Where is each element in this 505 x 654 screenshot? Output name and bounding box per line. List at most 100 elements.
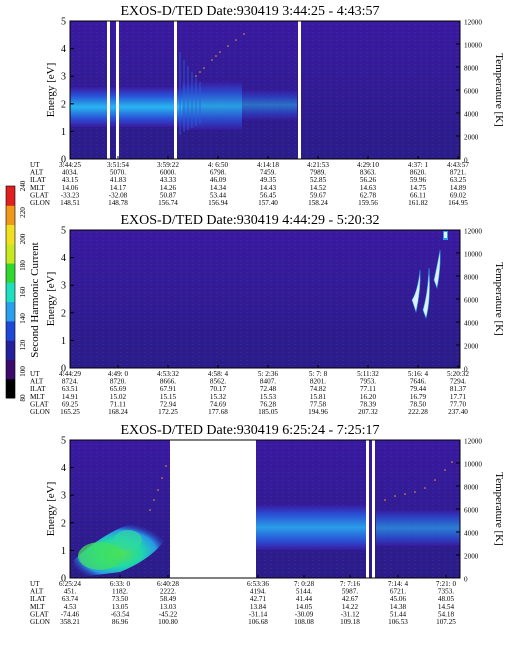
orbit-value: 15.02: [110, 393, 127, 401]
orbit-value: 14.52: [310, 184, 327, 192]
orbit-value: 41.83: [110, 176, 127, 184]
orbit-value: 76.28: [260, 400, 277, 408]
orbit-value: 7953.: [360, 378, 376, 386]
orbit-value: 63.74: [62, 595, 79, 603]
orbit-value: 14.06: [62, 184, 79, 192]
orbit-value: 6798.: [210, 169, 226, 177]
colorbar-tick-label: 200: [19, 233, 27, 244]
orbit-row-label: GLON: [30, 618, 51, 626]
orbit-value: -31.14: [249, 610, 268, 618]
orbit-value: 8620.: [410, 169, 426, 177]
orbit-row-label: MLT: [30, 393, 45, 401]
orbit-value: 156.94: [208, 199, 228, 207]
orbit-value: 69.25: [62, 400, 79, 408]
colorbar-segment: [6, 378, 15, 399]
energy-tick-label: 2: [61, 99, 66, 110]
orbit-value: 451.: [64, 588, 77, 596]
orbit-value: 7989.: [310, 169, 326, 177]
orbit-value: 56.45: [260, 191, 277, 199]
orbit-value: 48.05: [438, 595, 455, 603]
panel-3: EXOS-D/TED Date:930419 6:25:24 - 7:25:17…: [30, 423, 505, 626]
orbit-value: 42.67: [342, 595, 359, 603]
orbit-value: 6:53:36: [247, 580, 269, 588]
orbit-value: -30.09: [295, 610, 314, 618]
orbit-value: 53.44: [210, 191, 227, 199]
orbit-value: 165.25: [60, 408, 80, 416]
orbit-value: 7:21: 0: [436, 580, 457, 588]
orbit-value: 5987.: [342, 588, 358, 596]
orbit-value: 74.82: [310, 385, 327, 393]
orbit-value: 50.87: [160, 191, 177, 199]
orbit-value: 5:16: 4: [408, 370, 429, 378]
temperature-tick-label: 8000: [464, 484, 479, 492]
orbit-value: 5: 7: 8: [309, 370, 328, 378]
orbit-value: 78.39: [360, 400, 377, 408]
orbit-value: 79.44: [410, 385, 427, 393]
temperature-tick-label: 0: [464, 157, 468, 165]
orbit-row-label: UT: [30, 161, 40, 169]
orbit-value: 7:14: 4: [388, 580, 409, 588]
panel-1-gap: [107, 21, 110, 159]
orbit-value: 59.67: [310, 191, 327, 199]
panel-3-gap: [170, 440, 256, 578]
orbit-row-label: UT: [30, 580, 40, 588]
orbit-row-label: UT: [30, 370, 40, 378]
orbit-row-label: GLAT: [30, 191, 49, 199]
orbit-row-label: ALT: [30, 588, 44, 596]
colorbar: 80 100 120 140 160 180 200 220 240 Second Harmon…: [5, 180, 41, 402]
orbit-value: 14.43: [260, 184, 277, 192]
temperature-axis-label: Temperature [K]: [493, 262, 505, 335]
orbit-value: 14.22: [342, 603, 359, 611]
orbit-value: 46.09: [210, 176, 227, 184]
orbit-value: 4:44:29: [59, 370, 81, 378]
energy-tick-label: 0: [61, 364, 66, 375]
temperature-tick-label: 2000: [464, 134, 479, 142]
orbit-value: 222.28: [408, 408, 428, 416]
orbit-value: -63.54: [111, 610, 130, 618]
orbit-value: 177.68: [208, 408, 228, 416]
orbit-value: 158.24: [308, 199, 328, 207]
colorbar-tick-label: 100: [19, 366, 27, 377]
orbit-value: 15.81: [310, 393, 327, 401]
orbit-value: 43.15: [62, 176, 79, 184]
colorbar-segment: [6, 186, 15, 206]
orbit-value: 4034.: [62, 169, 78, 177]
colorbar-segment: [6, 282, 15, 303]
orbit-value: 49.35: [260, 176, 277, 184]
orbit-value: 52.85: [310, 176, 327, 184]
orbit-value: 65.69: [110, 385, 127, 393]
orbit-value: 16.20: [360, 393, 377, 401]
orbit-value: 4:49: 0: [108, 370, 129, 378]
temperature-tick-label: 12000: [464, 438, 482, 446]
energy-tick-label: 5: [61, 226, 66, 237]
orbit-value: 3:44:25: [59, 161, 81, 169]
orbit-value: 42.71: [250, 595, 267, 603]
temperature-tick-label: 12000: [464, 228, 482, 236]
orbit-row-label: ILAT: [30, 176, 46, 184]
orbit-value: 74.69: [210, 400, 227, 408]
orbit-value: 56.26: [360, 176, 377, 184]
energy-tick-label: 1: [61, 127, 66, 138]
orbit-value: 72.94: [160, 400, 177, 408]
orbit-value: 77.58: [310, 400, 327, 408]
orbit-value: 41.44: [296, 595, 313, 603]
orbit-value: 172.25: [158, 408, 178, 416]
orbit-value: 13.84: [250, 603, 267, 611]
energy-tick-label: 0: [61, 155, 66, 166]
panel-2-streaks: [411, 231, 448, 319]
orbit-value: 1182.: [112, 588, 128, 596]
orbit-value: 63.51: [62, 385, 79, 393]
orbit-value: 77.11: [360, 385, 376, 393]
temperature-tick-label: 6000: [464, 88, 479, 96]
colorbar-segment: [6, 359, 15, 380]
orbit-value: 14.26: [160, 184, 177, 192]
orbit-value: 8407.: [260, 378, 276, 386]
orbit-row-label: GLAT: [30, 400, 49, 408]
colorbar-tick-label: 120: [19, 339, 27, 350]
orbit-value: 5144.: [296, 588, 312, 596]
orbit-value: -74.46: [61, 610, 80, 618]
orbit-value: 8201.: [310, 378, 326, 386]
temperature-tick-label: 2000: [464, 553, 479, 561]
orbit-value: 8666.: [160, 378, 176, 386]
